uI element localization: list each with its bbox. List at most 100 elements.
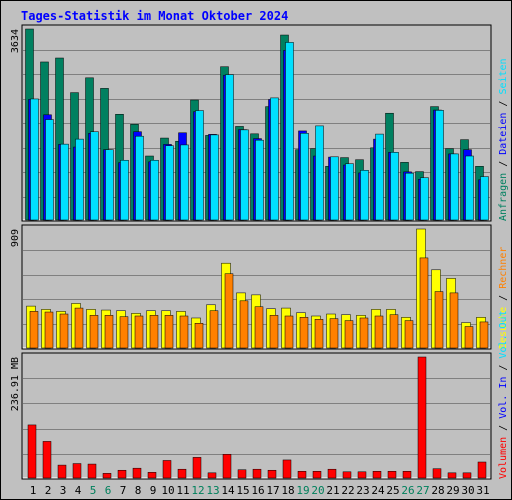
day-label-22: 22	[341, 484, 354, 497]
day-label-24: 24	[371, 484, 385, 497]
day-label-2: 2	[45, 484, 52, 497]
pages-bar	[435, 110, 444, 221]
day-label-12: 12	[191, 484, 204, 497]
hosts-bar	[344, 320, 354, 349]
day-label-14: 14	[221, 484, 235, 497]
pages-bar	[45, 119, 54, 221]
y-tick-label-visits: 909	[10, 229, 21, 247]
legend-separator: /	[498, 95, 509, 113]
pages-bar	[405, 172, 414, 221]
volume-bar	[297, 471, 307, 479]
legend-separator: /	[498, 155, 509, 173]
volume-bar	[462, 472, 472, 479]
volume-bar	[477, 461, 487, 479]
hosts-bar	[299, 317, 309, 349]
hosts-bar	[164, 315, 174, 349]
y-tick-label-volume: 236.91 MB	[10, 357, 21, 411]
day-label-13: 13	[206, 484, 219, 497]
hosts-bar	[134, 315, 144, 349]
hosts-bar	[464, 326, 474, 349]
day-label-21: 21	[326, 484, 339, 497]
volume-bar	[237, 469, 247, 479]
pages-bar	[225, 74, 234, 221]
hosts-bar	[29, 311, 39, 349]
hosts-bar	[479, 321, 489, 349]
plot-area-3	[21, 352, 492, 480]
pages-bar	[120, 159, 129, 221]
hosts-bar	[179, 315, 189, 349]
volume-bar	[447, 472, 457, 479]
volume-bar	[417, 356, 427, 479]
y-tick-label-requests: 3634	[10, 29, 21, 53]
day-label-31: 31	[476, 484, 489, 497]
hosts-bar	[284, 315, 294, 349]
day-label-27: 27	[416, 484, 429, 497]
legend-item-vol-in: Vol. In	[498, 377, 509, 419]
pages-bar	[330, 156, 339, 221]
day-label-11: 11	[176, 484, 189, 497]
pages-bar	[450, 153, 459, 221]
volume-bar	[357, 471, 367, 479]
pages-bar	[480, 176, 489, 221]
volume-bar	[57, 464, 67, 479]
hosts-bar	[74, 307, 84, 349]
hosts-bar	[89, 315, 99, 349]
day-label-4: 4	[75, 484, 82, 497]
volume-bar	[312, 471, 322, 479]
volume-bar	[162, 460, 172, 479]
hosts-bar	[434, 291, 444, 349]
legend-separator: /	[498, 289, 509, 307]
volume-bar	[282, 459, 292, 479]
visits-hosts-bars	[26, 228, 489, 349]
hosts-bar	[224, 273, 234, 349]
hosts-bar	[104, 315, 114, 349]
day-label-16: 16	[251, 484, 264, 497]
legend-visits-hosts: Besuche / Rechner	[498, 247, 509, 349]
volume-bar	[147, 472, 157, 479]
hosts-bar	[254, 306, 264, 349]
day-label-18: 18	[281, 484, 294, 497]
pages-bar	[135, 135, 144, 221]
day-label-5: 5	[90, 484, 97, 497]
day-label-6: 6	[105, 484, 112, 497]
hosts-bar	[44, 311, 54, 349]
legend-item-volumen: Volumen	[498, 437, 509, 479]
volume-bar	[222, 454, 232, 479]
pages-bar	[90, 131, 99, 221]
volume-bar	[132, 467, 142, 479]
pages-bar	[195, 110, 204, 221]
day-label-25: 25	[386, 484, 399, 497]
hosts-bar	[59, 313, 69, 349]
legend-item-dateien: Dateien	[498, 113, 509, 155]
volume-bar	[267, 469, 277, 479]
pages-bar	[270, 97, 279, 221]
volume-bar	[117, 469, 127, 479]
volume-bar	[207, 472, 217, 479]
day-label-3: 3	[60, 484, 67, 497]
day-label-20: 20	[311, 484, 324, 497]
hosts-bar	[389, 314, 399, 349]
volume-bar	[87, 463, 97, 479]
pages-bar	[180, 144, 189, 221]
volume-bar	[252, 468, 262, 479]
pages-bar	[420, 177, 429, 221]
legend-requests-files-pages: Anfragen / Dateien / Seiten	[498, 58, 509, 221]
volume-bar	[402, 471, 412, 479]
requests-files-pages-bars	[25, 28, 489, 221]
hosts-bar	[419, 257, 429, 349]
pages-bar	[315, 125, 324, 221]
hosts-bar	[359, 317, 369, 349]
pages-bar	[30, 98, 39, 221]
pages-bar	[285, 42, 294, 221]
hosts-bar	[149, 315, 159, 349]
chart-title: Tages-Statistik im Monat Oktober 2024	[21, 9, 289, 23]
pages-bar	[105, 149, 114, 221]
day-label-19: 19	[296, 484, 309, 497]
volume-bar	[372, 471, 382, 479]
day-label-7: 7	[120, 484, 127, 497]
legend-volume: Volumen / Vol. In / Vol. Out	[498, 310, 509, 479]
volume-bar	[27, 424, 37, 479]
hosts-bar	[209, 310, 219, 349]
volume-bar	[327, 468, 337, 479]
